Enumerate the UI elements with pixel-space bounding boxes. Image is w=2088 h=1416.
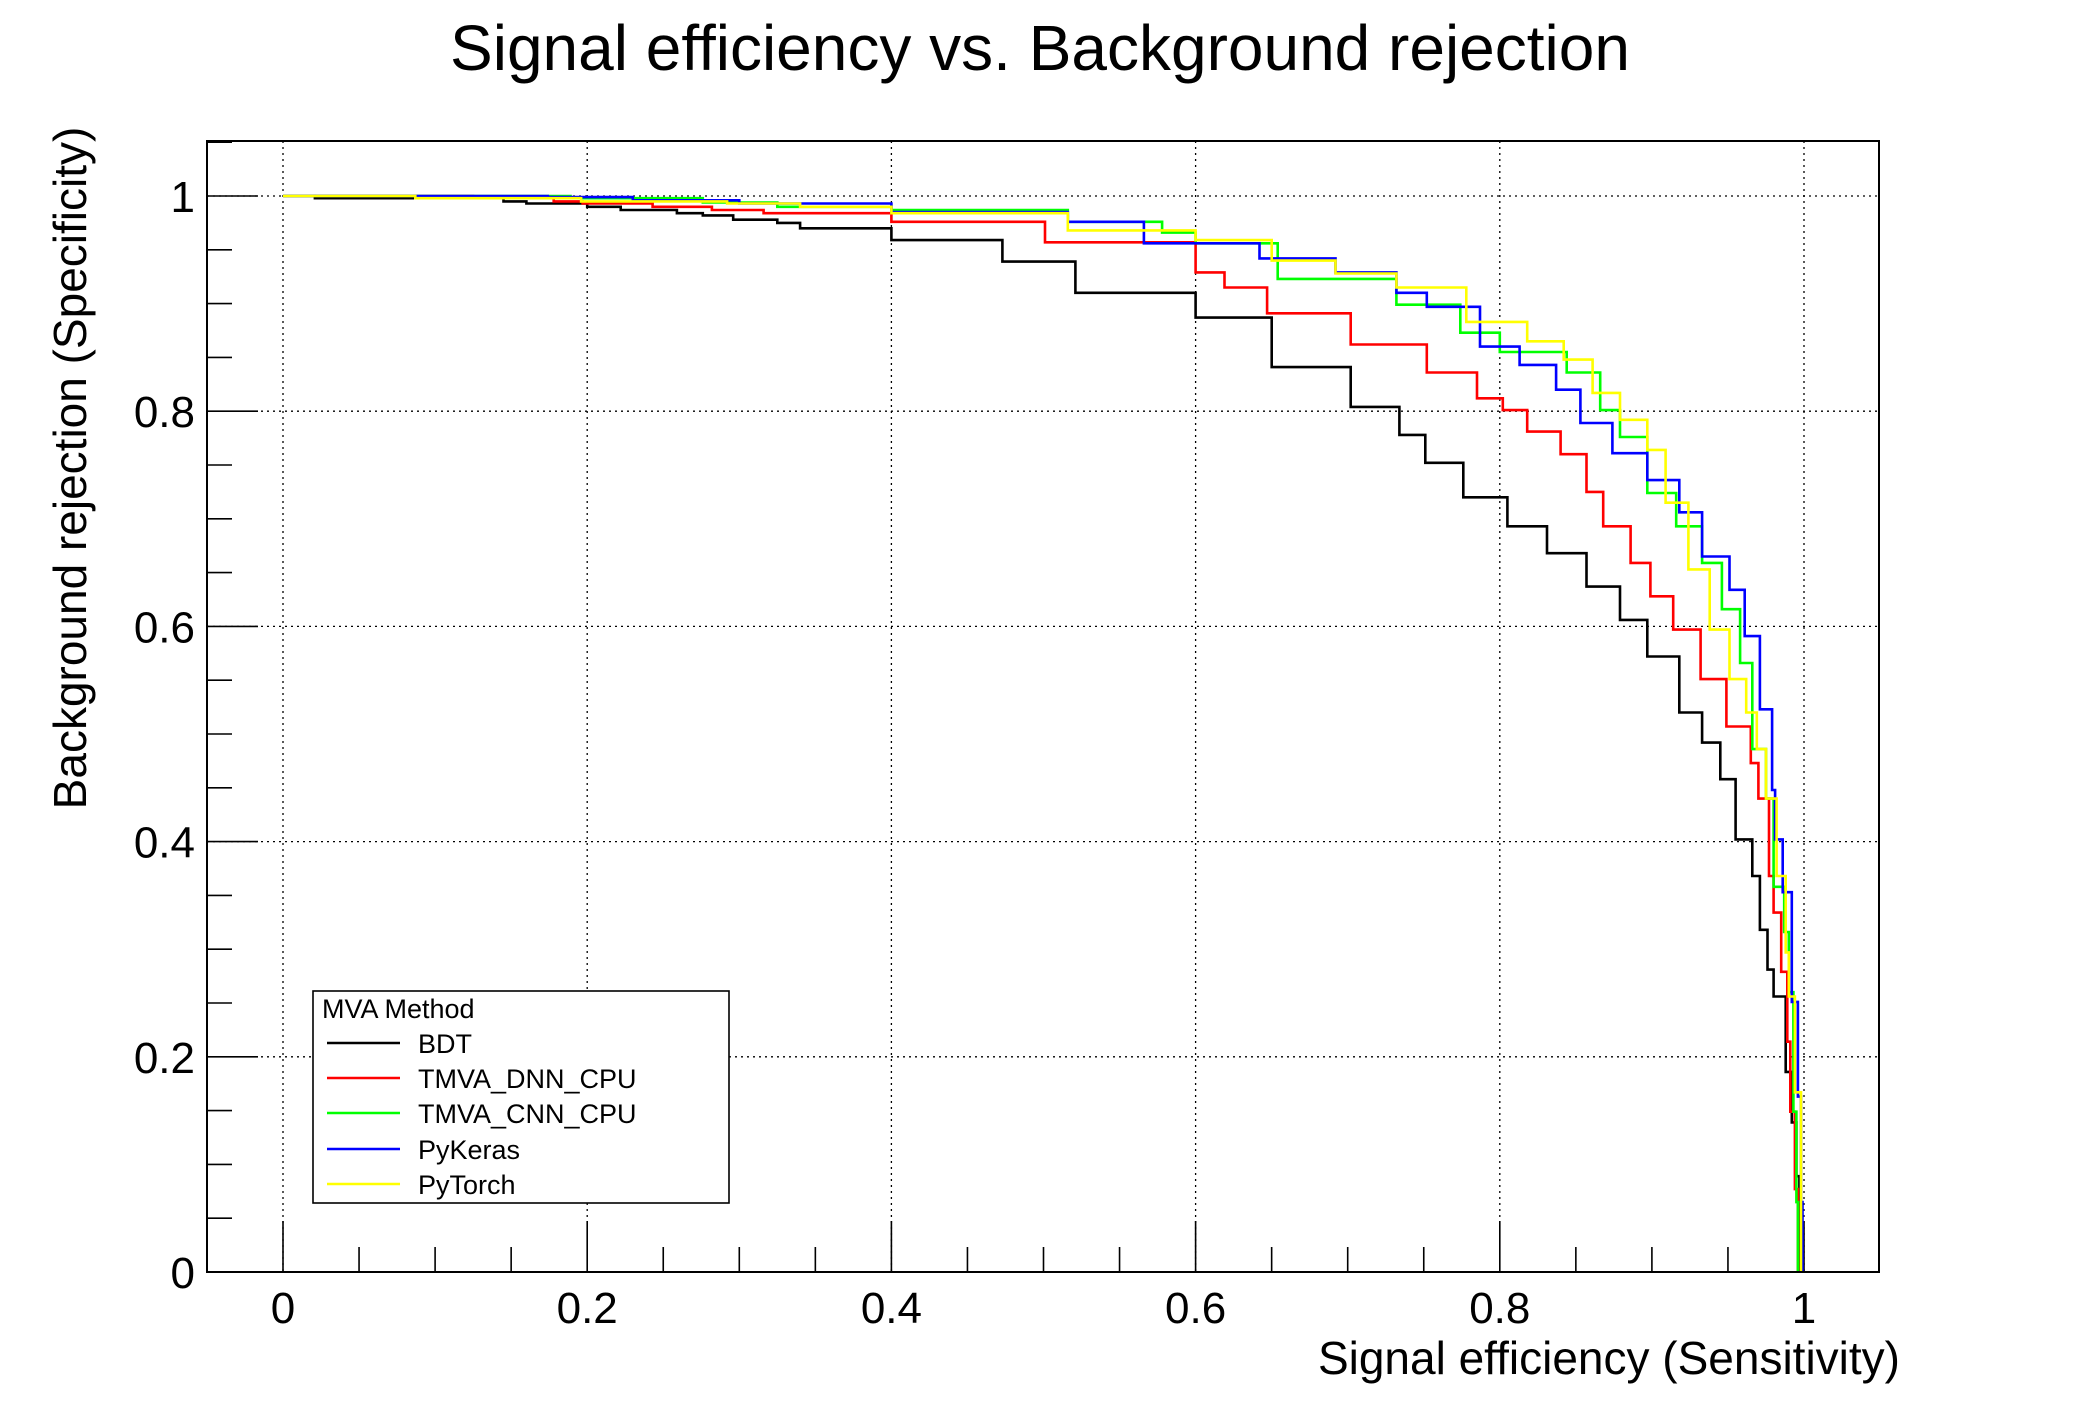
legend-label: TMVA_CNN_CPU (418, 1099, 637, 1129)
legend-label: PyKeras (418, 1135, 520, 1165)
y-tick-label: 0 (171, 1249, 195, 1298)
legend: MVA Method BDT TMVA_DNN_CPU TMVA_CNN_CPU Py… (312, 990, 730, 1204)
legend-entry: TMVA_CNN_CPU (327, 1099, 637, 1129)
y-tick-label: 0.2 (134, 1034, 195, 1083)
roc-curve-bdt (313, 194, 1801, 1272)
x-axis-label: Signal efficiency (Sensitivity) (1318, 1332, 1900, 1384)
y-tick-label: 0.8 (134, 388, 195, 437)
y-tick-label: 0.4 (134, 819, 195, 868)
legend-title: MVA Method (322, 994, 475, 1024)
x-tick-label: 0.8 (1469, 1284, 1530, 1333)
legend-label: TMVA_DNN_CPU (418, 1064, 637, 1094)
roc-curve-pytorch (283, 194, 1803, 1272)
legend-entries: BDT TMVA_DNN_CPU TMVA_CNN_CPU PyKeras PyTorc… (327, 1029, 637, 1200)
legend-label: BDT (418, 1029, 472, 1059)
y-axis-label: Background rejection (Specificity) (44, 127, 96, 810)
y-tick-label: 0.6 (134, 603, 195, 652)
x-tick-label: 0 (271, 1284, 295, 1333)
y-tick-label: 1 (171, 173, 195, 222)
tick-labels: 0 0.2 0.4 0.6 0.8 1 0 0.2 0.4 0.6 0.8 1 (134, 173, 1816, 1333)
x-tick-label: 0.4 (861, 1284, 922, 1333)
grid-lines (207, 141, 1879, 1272)
plot-frame (206, 140, 1880, 1273)
chart-title: Signal efficiency vs. Background rejecti… (450, 12, 1630, 84)
legend-box (312, 990, 730, 1204)
x-tick-label: 0.2 (557, 1284, 618, 1333)
legend-label: PyTorch (418, 1170, 516, 1200)
legend-entry: PyTorch (327, 1170, 516, 1200)
roc-curves (283, 194, 1804, 1272)
legend-entry: TMVA_DNN_CPU (327, 1064, 637, 1094)
legend-entry: BDT (327, 1029, 472, 1059)
x-tick-label: 0.6 (1165, 1284, 1226, 1333)
x-tick-label: 1 (1792, 1284, 1816, 1333)
legend-entry: PyKeras (327, 1135, 520, 1165)
